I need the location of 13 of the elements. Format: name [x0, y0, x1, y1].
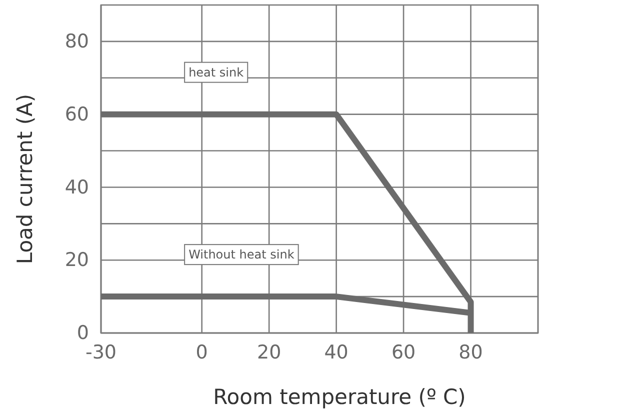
x-tick-label: 20: [256, 341, 282, 364]
x-tick-label: 40: [324, 341, 348, 364]
x-tick-label: 60: [391, 341, 416, 364]
text: Without heat sink: [188, 248, 294, 262]
text: heat sink: [188, 65, 244, 80]
y-tick-label: 20: [64, 249, 89, 272]
x-tick-label: 0: [196, 341, 208, 364]
x-axis-title: Room temperature (º C): [213, 385, 466, 409]
y-tick-label: 60: [64, 103, 89, 126]
x-tick-label: 80: [458, 341, 483, 364]
y-tick-label: 40: [64, 176, 89, 198]
y-tick-label: 80: [64, 30, 89, 53]
y-axis-title: Load current (A): [13, 94, 37, 264]
